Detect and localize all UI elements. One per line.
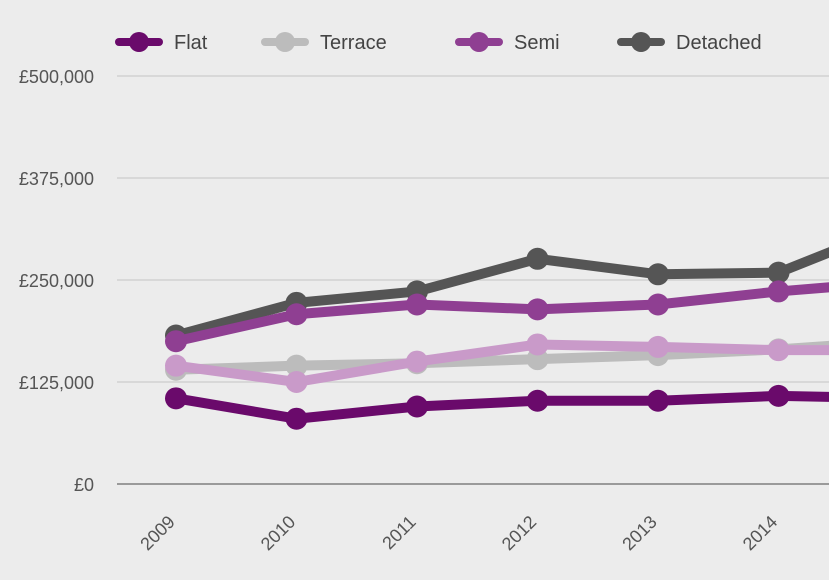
legend-label: Semi [514, 32, 560, 54]
data-point-terrace [285, 354, 308, 377]
data-point-semi [767, 280, 790, 303]
x-tick-label: 2009 [136, 512, 178, 554]
data-point-semi [406, 293, 428, 316]
legend: Flat Terrace Semi Detached [115, 32, 762, 54]
data-point-flat [526, 389, 549, 412]
legend-item-semi: Semi [455, 32, 560, 54]
legend-item-terrace: Terrace [261, 32, 387, 54]
data-point-semi [526, 298, 549, 321]
y-tick-label: £500,000 [19, 67, 94, 87]
x-axis-ticks: 2009 2010 2011 2012 2013 2014 [136, 512, 781, 554]
data-point-unlabeled [165, 354, 187, 377]
data-point-semi [647, 293, 669, 316]
legend-item-flat: Flat [115, 32, 208, 54]
legend-swatch-marker [275, 32, 295, 52]
data-point-semi [285, 303, 308, 326]
legend-item-detached: Detached [617, 32, 762, 54]
x-tick-label: 2012 [498, 512, 540, 554]
data-point-unlabeled [406, 350, 428, 373]
data-point-detached [526, 247, 549, 270]
legend-swatch-marker [631, 32, 651, 52]
data-point-flat [285, 407, 308, 430]
legend-label: Detached [676, 32, 762, 54]
data-point-unlabeled [526, 333, 549, 356]
x-tick-label: 2014 [739, 512, 781, 554]
legend-swatch-marker [469, 32, 489, 52]
data-point-unlabeled [647, 335, 669, 358]
legend-swatch-marker [129, 32, 149, 52]
x-tick-label: 2013 [618, 512, 660, 554]
data-point-flat [767, 384, 790, 407]
legend-label: Flat [174, 32, 208, 54]
data-point-unlabeled [285, 371, 308, 393]
data-point-detached [767, 261, 790, 284]
data-point-detached [647, 263, 669, 286]
x-tick-label: 2010 [257, 512, 299, 554]
data-point-flat [406, 395, 428, 418]
y-tick-label: £375,000 [19, 169, 94, 189]
data-point-flat [647, 389, 669, 412]
series-line-flat [171, 390, 829, 424]
data-point-unlabeled [767, 339, 790, 362]
y-axis-ticks: £0 £125,000 £250,000 £375,000 £500,000 [19, 67, 94, 495]
y-tick-label: £250,000 [19, 271, 94, 291]
y-tick-label: £0 [74, 475, 94, 495]
x-tick-label: 2011 [378, 512, 420, 554]
y-tick-label: £125,000 [19, 373, 94, 393]
series-layer [165, 247, 829, 430]
data-point-flat [165, 387, 187, 410]
legend-label: Terrace [320, 32, 387, 54]
data-point-semi [165, 330, 187, 353]
